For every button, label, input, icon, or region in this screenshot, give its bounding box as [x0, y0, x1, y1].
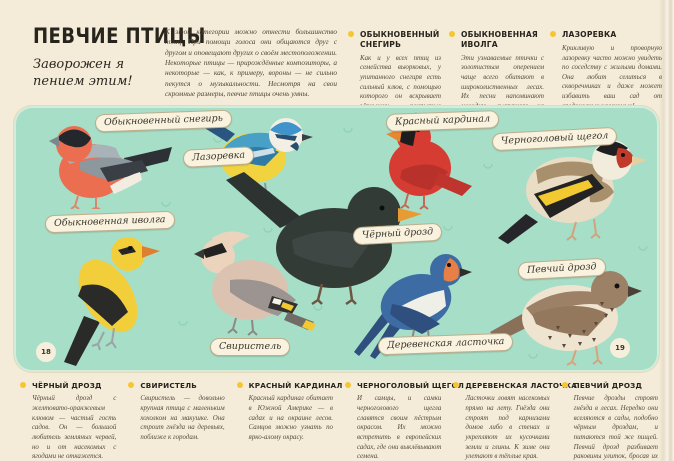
section-title: СВИРИСТЕЛЬ [140, 381, 197, 390]
page-number-left: 18 [36, 342, 56, 362]
section-title: ЧЕРНОГОЛОВЫЙ ЩЕГОЛ [356, 381, 465, 390]
section-title: ЛАЗОРЕВКА [562, 30, 617, 39]
bullet-icon [20, 382, 26, 388]
bullet-icon [236, 382, 243, 388]
section-text: Певчие дрозды строят гнёзда в лесах. Нер… [573, 395, 658, 461]
bullet-icon [550, 31, 556, 37]
section-heading: ДЕРЕВЕНСКАЯ ЛАСТОЧКА [453, 381, 577, 390]
bullet-icon [453, 382, 460, 388]
section-title: ОБЫКНОВЕННЫЙ СНЕГИРЬ [360, 30, 440, 49]
section-text: Крикливую и проворную лазоревку часто мо… [562, 44, 662, 110]
section-text: Ласточки ловят насекомых прямо на лету. … [465, 395, 550, 461]
oriole-illustration [64, 237, 160, 366]
section-title: ДЕРЕВЕНСКАЯ ЛАСТОЧКА [465, 381, 578, 390]
page-subtitle: Заворожен я пением этим! [33, 57, 133, 89]
section-heading: ОБЫКНОВЕННЫЙ СНЕГИРЬ [348, 30, 441, 50]
section-heading: КРАСНЫЙ КАРДИНАЛ [236, 381, 342, 390]
page-number-right: 19 [610, 338, 630, 358]
section-title: ПЕВЧИЙ ДРОЗД [573, 381, 643, 390]
section-heading: ЧЕРНОГОЛОВЫЙ ЩЕГОЛ [344, 381, 464, 390]
intro-paragraph: К этой категории можно отнести большинст… [165, 27, 337, 99]
section-heading: ПЕВЧИЙ ДРОЗД [561, 381, 658, 390]
bullet-icon [344, 382, 351, 388]
bullet-icon [128, 382, 135, 388]
bullet-icon [348, 31, 354, 37]
illustration-panel: Обыкновенный снегирь Лазоревка Красный к… [14, 106, 659, 372]
section-title: ОБЫКНОВЕННАЯ ИВОЛГА [461, 30, 538, 49]
waxwing-illustration [194, 231, 316, 336]
bottom-sections: ЧЁРНЫЙ ДРОЗД Чёрный дрозд с желтовато-ор… [0, 381, 674, 461]
section-heading: ЧЁРНЫЙ ДРОЗД [20, 381, 116, 390]
section-swallow: ДЕРЕВЕНСКАЯ ЛАСТОЧКА Ласточки ловят насе… [453, 381, 577, 461]
section-heading: ЛАЗОРЕВКА [550, 30, 662, 40]
bird-label-blue-tit: Лазоревка [182, 146, 255, 168]
section-title: ЧЁРНЫЙ ДРОЗД [32, 381, 102, 390]
section-goldfinch: ЧЕРНОГОЛОВЫЙ ЩЕГОЛ И самцы, и самки черн… [344, 381, 464, 461]
section-cardinal: КРАСНЫЙ КАРДИНАЛ Красный кардинал обитае… [236, 381, 342, 461]
page-title: ПЕВЧИЕ ПТИЦЫ [33, 24, 206, 48]
section-heading: ОБЫКНОВЕННАЯ ИВОЛГА [449, 30, 544, 50]
section-text: Красный кардинал обитает в Южной Америке… [248, 395, 333, 441]
section-heading: СВИРИСТЕЛЬ [128, 381, 224, 390]
section-text: Чёрный дрозд с желтовато-оранжевым клюво… [32, 395, 117, 461]
section-waxwing: СВИРИСТЕЛЬ Свиристель — довольно крупная… [128, 381, 225, 461]
bullet-icon [561, 382, 568, 388]
section-blackbird: ЧЁРНЫЙ ДРОЗД Чёрный дрозд с желтовато-ор… [20, 381, 116, 461]
page-edge [659, 0, 674, 461]
song-thrush-illustration [490, 271, 642, 366]
section-title: КРАСНЫЙ КАРДИНАЛ [248, 381, 343, 390]
section-blue-tit: ЛАЗОРЕВКА Крикливую и проворную лазоревк… [550, 30, 662, 111]
section-text: Свиристель — довольно крупная птица с ма… [140, 395, 225, 441]
bird-label-waxwing: Свиристель [210, 338, 291, 356]
bullfinch-illustration [49, 126, 172, 209]
section-text: И самцы, и самки черноголового щегла сла… [356, 395, 442, 461]
bullet-icon [449, 31, 455, 37]
section-song-thrush: ПЕВЧИЙ ДРОЗД Певчие дрозды строят гнёзда… [561, 381, 658, 461]
